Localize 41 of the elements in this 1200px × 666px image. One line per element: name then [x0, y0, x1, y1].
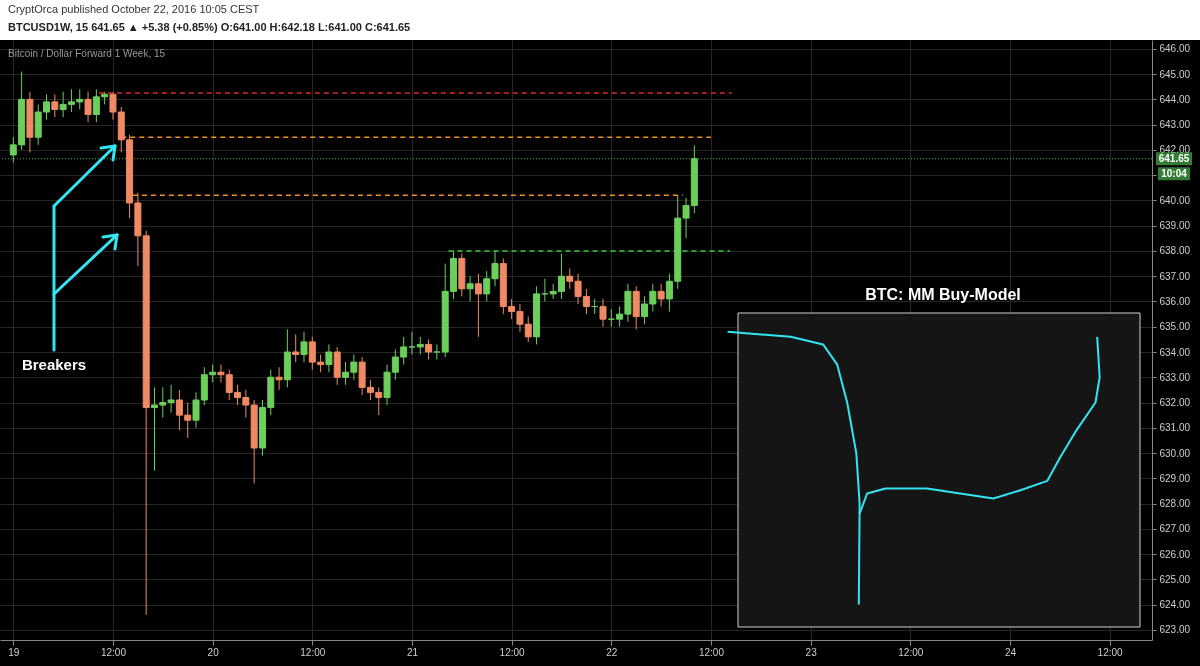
y-tick-label: 627.00	[1159, 523, 1191, 535]
x-tick-label: 12:00	[698, 646, 725, 658]
y-tick-label: 626.00	[1159, 548, 1191, 560]
x-tick-label: 12:00	[499, 646, 526, 658]
y-tick-label: 638.00	[1159, 245, 1191, 257]
text: Bitcoin / Dollar Forward 1 Week, 15	[8, 48, 166, 59]
y-tick-label: 630.00	[1159, 447, 1191, 459]
text: CryptOrca published October 22, 2016 10:05 CEST	[8, 3, 260, 15]
y-tick-label: 628.00	[1159, 498, 1191, 510]
x-tick-label: 12:00	[898, 646, 924, 658]
y-tick-label: 635.00	[1159, 321, 1191, 333]
y-tick-label: 634.00	[1159, 346, 1191, 358]
y-tick-label: 640.00	[1159, 194, 1191, 206]
y-tick-label: 629.00	[1159, 472, 1191, 484]
x-tick-label: 12:00	[1097, 646, 1124, 658]
y-tick-label: 633.00	[1159, 371, 1191, 383]
x-tick-label: 22	[606, 646, 618, 658]
y-tick-label: 645.00	[1159, 68, 1191, 80]
y-tick-label: 632.00	[1159, 397, 1191, 409]
y-tick-label: 639.00	[1159, 220, 1191, 232]
x-tick-label: 12:00	[100, 646, 127, 658]
ref-line-label: 641.65	[1158, 152, 1190, 164]
y-tick-label: 623.00	[1159, 624, 1191, 636]
y-tick-label: 644.00	[1159, 93, 1191, 105]
chart-title: BTCUSD1W, 15 641.65 ▲ +5.38 (+0.85%) O:641.00 H:642.18 L:641.00 C:641.65	[8, 21, 411, 33]
y-tick-label: 643.00	[1159, 119, 1191, 131]
x-tick-label: 19	[8, 646, 20, 658]
y-tick-label: 631.00	[1159, 422, 1191, 434]
x-tick-label: 20	[207, 646, 220, 658]
y-tick-label: 646.00	[1159, 43, 1191, 55]
x-tick-label: 21	[406, 646, 419, 658]
y-tick-label: 625.00	[1159, 573, 1191, 585]
y-tick-label: 636.00	[1159, 295, 1191, 307]
y-tick-label: 637.00	[1159, 270, 1191, 282]
x-tick-label: 12:00	[300, 646, 326, 658]
x-tick-label: 24	[1004, 646, 1017, 658]
x-tick-label: 23	[805, 646, 818, 658]
text: 10:04	[1161, 167, 1188, 179]
annotation: Breakers	[21, 356, 87, 373]
annotation: BTC: MM Buy-Model	[865, 286, 1021, 303]
y-tick-label: 624.00	[1159, 599, 1191, 611]
